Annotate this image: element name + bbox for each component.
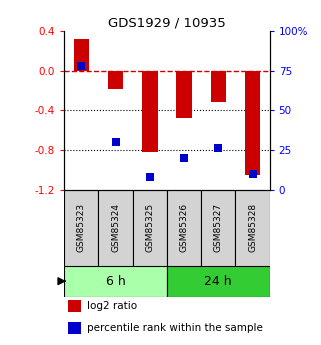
Bar [167,266,270,297]
Bar [64,266,167,297]
Bar [64,190,99,266]
Text: percentile rank within the sample: percentile rank within the sample [87,323,263,333]
Bar [74,39,89,71]
Bar [176,71,192,118]
Bar [108,71,123,89]
Text: GSM85325: GSM85325 [145,203,154,252]
Point [113,139,118,145]
Text: GSM85326: GSM85326 [179,203,188,252]
Text: 6 h: 6 h [106,275,126,288]
Bar [211,71,226,102]
Text: GSM85323: GSM85323 [77,203,86,252]
Text: GSM85327: GSM85327 [214,203,223,252]
Bar [142,71,158,152]
Bar [167,190,201,266]
Bar [201,190,235,266]
Bar [68,322,81,334]
Bar [133,190,167,266]
Point [79,63,84,69]
Point [181,155,187,161]
Point [147,174,152,180]
Text: GSM85324: GSM85324 [111,203,120,252]
Bar [235,190,270,266]
Point [216,146,221,151]
Bar [245,71,260,175]
Point [250,171,255,177]
Text: GSM85328: GSM85328 [248,203,257,252]
Bar [68,300,81,312]
Title: GDS1929 / 10935: GDS1929 / 10935 [108,17,226,30]
Bar [99,190,133,266]
Text: 24 h: 24 h [204,275,232,288]
Text: log2 ratio: log2 ratio [87,301,137,310]
